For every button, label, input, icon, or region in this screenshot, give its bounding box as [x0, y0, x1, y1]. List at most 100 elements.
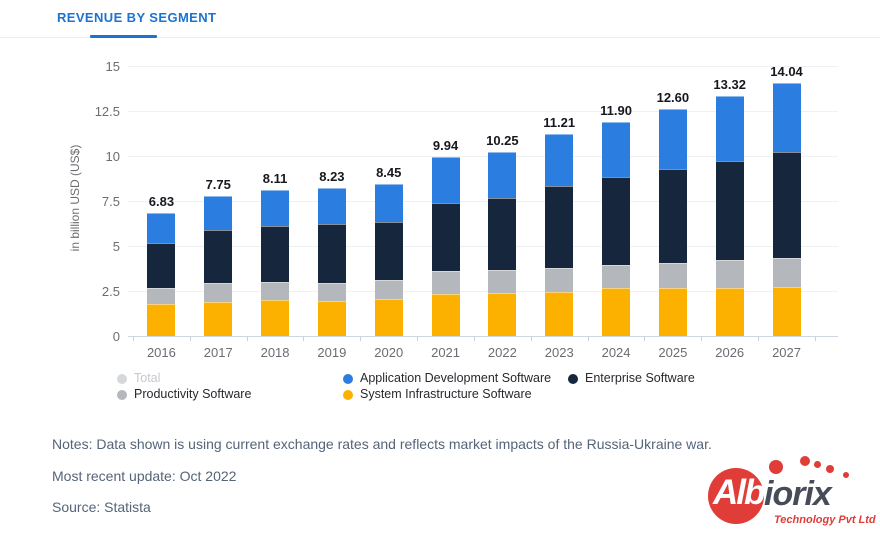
legend-item-application-development-software[interactable]: Application Development Software	[343, 372, 551, 385]
x-axis-label: 2022	[487, 345, 517, 360]
bar-group-2021: 9.94	[417, 66, 474, 336]
bar-segment-system-infrastructure-software[interactable]	[204, 301, 233, 336]
bar-segment-enterprise-software[interactable]	[545, 185, 574, 269]
bar-group-2024: 11.90	[588, 66, 645, 336]
stacked-bar-2018[interactable]: 8.11	[261, 171, 290, 336]
bar-segment-enterprise-software[interactable]	[317, 224, 346, 284]
tab-revenue-by-segment[interactable]: REVENUE BY SEGMENT	[57, 10, 217, 25]
bar-segment-application-development-software[interactable]	[431, 157, 460, 203]
x-axis-label: 2018	[260, 345, 290, 360]
logo-dot	[800, 456, 810, 466]
bar-segment-productivity-software[interactable]	[317, 283, 346, 302]
bar-segment-application-development-software[interactable]	[545, 134, 574, 186]
stacked-bar-2027[interactable]: 14.04	[770, 64, 803, 336]
bar-segment-application-development-software[interactable]	[602, 121, 631, 178]
stacked-bar-2025[interactable]: 12.60	[657, 90, 689, 336]
y-tick-label: 0	[112, 329, 120, 344]
stacked-bar-2026[interactable]: 13.32	[713, 77, 746, 336]
bar-segment-application-development-software[interactable]	[374, 183, 403, 223]
bar-segment-enterprise-software[interactable]	[374, 222, 403, 281]
bar-segment-productivity-software[interactable]	[772, 258, 801, 287]
legend-label: Productivity Software	[134, 387, 252, 401]
bar-segment-productivity-software[interactable]	[545, 268, 574, 292]
bar-segment-enterprise-software[interactable]	[147, 242, 176, 289]
x-axis-tick	[644, 337, 646, 341]
x-axis-label: 2016	[146, 345, 176, 360]
stacked-bar-2020[interactable]: 8.45	[374, 165, 403, 336]
bar-segment-productivity-software[interactable]	[147, 288, 176, 305]
gridline	[128, 156, 838, 157]
x-axis-tick	[701, 337, 703, 341]
bar-segment-application-development-software[interactable]	[488, 151, 517, 199]
bar-segment-system-infrastructure-software[interactable]	[317, 301, 346, 336]
bar-segment-enterprise-software[interactable]	[261, 226, 290, 282]
stacked-bar-2024[interactable]: 11.90	[600, 103, 632, 336]
stacked-bar-2017[interactable]: 7.75	[204, 177, 233, 336]
x-axis-label: 2025	[658, 345, 688, 360]
legend-label: Enterprise Software	[585, 371, 695, 385]
bar-segment-enterprise-software[interactable]	[658, 169, 687, 263]
bar-total-label: 14.04	[770, 64, 803, 80]
bar-segment-productivity-software[interactable]	[658, 262, 687, 288]
logo-dot	[814, 461, 821, 468]
bar-segment-system-infrastructure-software[interactable]	[545, 291, 574, 336]
bar-segment-enterprise-software[interactable]	[488, 198, 517, 270]
legend-item-system-infrastructure-software[interactable]: System Infrastructure Software	[343, 388, 532, 401]
gridline	[128, 291, 838, 292]
bar-segment-system-infrastructure-software[interactable]	[658, 287, 687, 336]
logo-dot	[843, 472, 849, 478]
bar-segment-productivity-software[interactable]	[261, 281, 290, 301]
bar-segment-enterprise-software[interactable]	[431, 202, 460, 272]
bar-segment-system-infrastructure-software[interactable]	[488, 292, 517, 336]
bar-segment-system-infrastructure-software[interactable]	[431, 294, 460, 336]
bar-segment-enterprise-software[interactable]	[204, 229, 233, 284]
bar-segment-productivity-software[interactable]	[715, 260, 744, 288]
legend-marker-total	[117, 373, 127, 384]
bar-segment-productivity-software[interactable]	[204, 283, 233, 302]
logo-circle	[708, 468, 764, 524]
source-text: Source: Statista	[52, 499, 151, 515]
albiorix-logo: Alb iorix Technology Pvt Ltd	[706, 452, 876, 534]
update-text: Most recent update: Oct 2022	[52, 468, 237, 484]
bar-segment-enterprise-software[interactable]	[602, 177, 631, 266]
logo-text-alb: Alb	[713, 473, 765, 512]
legend-item-productivity-software[interactable]: Productivity Software	[117, 388, 251, 401]
stacked-bar-2021[interactable]: 9.94	[431, 138, 460, 336]
bar-segment-productivity-software[interactable]	[488, 269, 517, 293]
bar-segment-application-development-software[interactable]	[715, 96, 744, 161]
x-axis-tick	[417, 337, 419, 341]
y-tick-label: 5	[112, 239, 120, 254]
bar-total-label: 11.90	[600, 102, 632, 118]
bar-segment-application-development-software[interactable]	[658, 109, 687, 170]
y-tick-label: 10	[105, 149, 120, 164]
bar-segment-enterprise-software[interactable]	[772, 151, 801, 259]
bar-segment-system-infrastructure-software[interactable]	[374, 298, 403, 336]
bar-segment-application-development-software[interactable]	[147, 213, 176, 243]
legend-marker-application-development	[343, 373, 353, 384]
bar-segment-system-infrastructure-software[interactable]	[602, 288, 631, 336]
y-tick-label: 7.5	[101, 194, 120, 209]
stacked-bar-2022[interactable]: 10.25	[486, 133, 519, 336]
bar-segment-application-development-software[interactable]	[261, 190, 290, 227]
stacked-bar-2019[interactable]: 8.23	[317, 169, 346, 336]
bar-segment-application-development-software[interactable]	[772, 83, 801, 152]
bar-segment-application-development-software[interactable]	[204, 196, 233, 230]
stacked-bar-2016[interactable]: 6.83	[147, 194, 176, 336]
bar-group-2027: 14.04	[758, 64, 815, 336]
x-axis-label: 2020	[374, 345, 404, 360]
bar-segment-application-development-software[interactable]	[317, 187, 346, 225]
bar-segment-productivity-software[interactable]	[374, 280, 403, 299]
bars-container: 6.83 7.75 8.11 8.23 8.45 9.94 10.25 11.21 11.90 1…	[133, 64, 815, 336]
legend-item-total[interactable]: Total	[117, 372, 160, 385]
x-axis-tick	[473, 337, 475, 341]
bar-segment-productivity-software[interactable]	[431, 271, 460, 295]
legend-item-enterprise-software[interactable]: Enterprise Software	[568, 372, 695, 385]
bar-segment-system-infrastructure-software[interactable]	[715, 287, 744, 336]
bar-group-2020: 8.45	[360, 66, 417, 336]
bar-segment-productivity-software[interactable]	[602, 265, 631, 289]
bar-segment-enterprise-software[interactable]	[715, 160, 744, 261]
stacked-bar-2023[interactable]: 11.21	[543, 115, 575, 336]
bar-segment-system-infrastructure-software[interactable]	[772, 286, 801, 336]
bar-segment-system-infrastructure-software[interactable]	[147, 304, 176, 336]
bar-segment-system-infrastructure-software[interactable]	[261, 300, 290, 336]
